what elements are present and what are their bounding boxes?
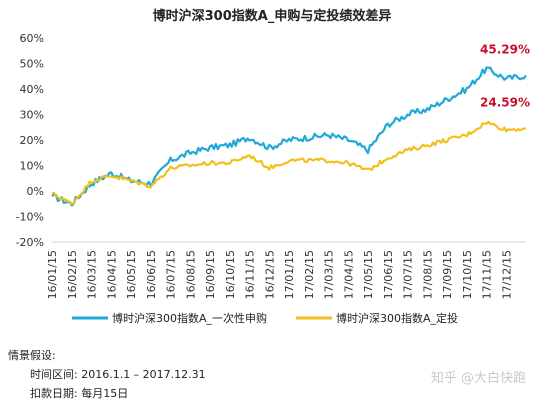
performance-chart: 博时沪深300指数A_申购与定投绩效差异 60% 50% 40% 30% 20% 10% 0… (16, 8, 530, 325)
x-tick-label: 16/04/15 (105, 250, 118, 299)
x-tick-label: 16/05/15 (125, 250, 138, 299)
x-tick-label: 17/12/15 (500, 250, 513, 299)
x-tick-label: 16/03/15 (86, 250, 99, 299)
y-tick-label: 30% (20, 109, 44, 122)
x-tick-label: 17/06/15 (382, 250, 395, 299)
x-tick-label: 16/02/15 (66, 250, 79, 299)
series-line-1 (51, 120, 527, 206)
y-tick-label: 20% (20, 134, 44, 147)
y-tick-label: 10% (20, 160, 44, 173)
x-tick-label: 17/02/15 (303, 250, 316, 299)
watermark: 知乎 @大白快跑 (430, 371, 526, 386)
end-value-label: 45.29% (480, 43, 530, 57)
y-axis: 60% 50% 40% 30% 20% 10% 0% -10% -20% (16, 32, 44, 249)
legend-label-sip: 博时沪深300指数A_定投 (336, 311, 458, 325)
y-tick-label: -10% (16, 211, 44, 224)
end-value-label: 24.59% (480, 95, 530, 109)
legend-label-lump-sum: 博时沪深300指数A_一次性申购 (112, 311, 267, 325)
legend: 博时沪深300指数A_一次性申购 博时沪深300指数A_定投 (72, 311, 458, 325)
x-tick-label: 16/06/15 (145, 250, 158, 299)
y-tick-label: 0% (27, 185, 44, 198)
y-tick-label: 40% (20, 83, 44, 96)
series-line-0 (51, 66, 527, 207)
x-tick-label: 17/04/15 (342, 250, 355, 299)
notes-heading: 情景假设: (8, 349, 56, 362)
x-tick-label: 17/09/15 (441, 250, 454, 299)
x-tick-label: 16/07/15 (165, 250, 178, 299)
x-tick-label: 17/05/15 (362, 250, 375, 299)
x-tick-label: 16/10/15 (224, 250, 237, 299)
x-tick-label: 17/11/15 (481, 250, 494, 299)
series-lines (51, 66, 527, 207)
x-tick-label: 17/10/15 (461, 250, 474, 299)
y-tick-label: 60% (20, 32, 44, 45)
y-tick-label: -20% (16, 236, 44, 249)
x-tick-label: 17/03/15 (323, 250, 336, 299)
x-tick-label: 17/07/15 (402, 250, 415, 299)
x-tick-label: 17/01/15 (283, 250, 296, 299)
x-tick-label: 17/08/15 (421, 250, 434, 299)
x-tick-label: 16/09/15 (204, 250, 217, 299)
scenario-notes: 情景假设: 时间区间: 2016.1.1 – 2017.12.31 扣款日期: … (8, 346, 206, 403)
y-tick-label: 50% (20, 58, 44, 71)
notes-debit-day: 扣款日期: 每月15日 (30, 387, 129, 400)
x-tick-label: 16/01/15 (46, 250, 59, 299)
x-tick-label: 16/08/15 (184, 250, 197, 299)
notes-period: 时间区间: 2016.1.1 – 2017.12.31 (30, 368, 206, 381)
chart-title: 博时沪深300指数A_申购与定投绩效差异 (153, 8, 392, 24)
x-tick-label: 16/12/15 (263, 250, 276, 299)
end-labels: 45.29% 24.59% (480, 43, 530, 110)
x-tick-label: 16/11/15 (244, 250, 257, 299)
x-axis: 16/01/15 16/02/15 16/03/15 16/04/15 16/05/15… (46, 241, 526, 299)
